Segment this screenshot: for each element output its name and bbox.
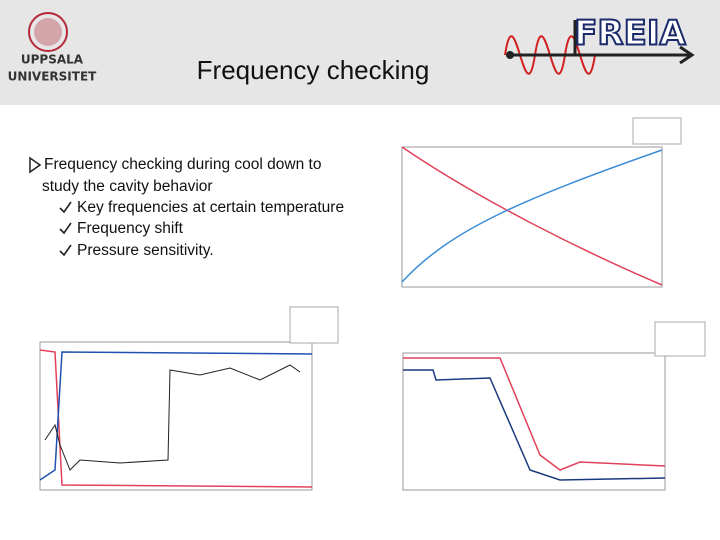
seal <box>28 12 68 52</box>
arrow-bullet <box>29 156 42 174</box>
logo-text: UNIVERSITET <box>8 70 97 84</box>
bullet-text: study the cavity behavior <box>42 178 213 195</box>
plot-screenshot <box>401 117 682 288</box>
checks <box>59 201 72 257</box>
bullet-text: Frequency checking during cool down to <box>44 156 321 173</box>
header-band <box>0 0 720 105</box>
plot-screenshot <box>39 306 339 491</box>
sub-bullet: Key frequencies at certain temperature <box>77 199 344 216</box>
title: Frequency checking <box>197 55 430 85</box>
plot-screenshot <box>402 321 706 491</box>
logo-text: UPPSALA <box>21 53 84 67</box>
sub-bullet: Pressure sensitivity. <box>77 242 214 259</box>
sub-bullet: Frequency shift <box>77 220 184 237</box>
seal-inner <box>34 18 62 46</box>
logo-line <box>510 20 695 65</box>
logo-text: FREIA <box>574 14 686 54</box>
logo-dot <box>506 51 514 59</box>
